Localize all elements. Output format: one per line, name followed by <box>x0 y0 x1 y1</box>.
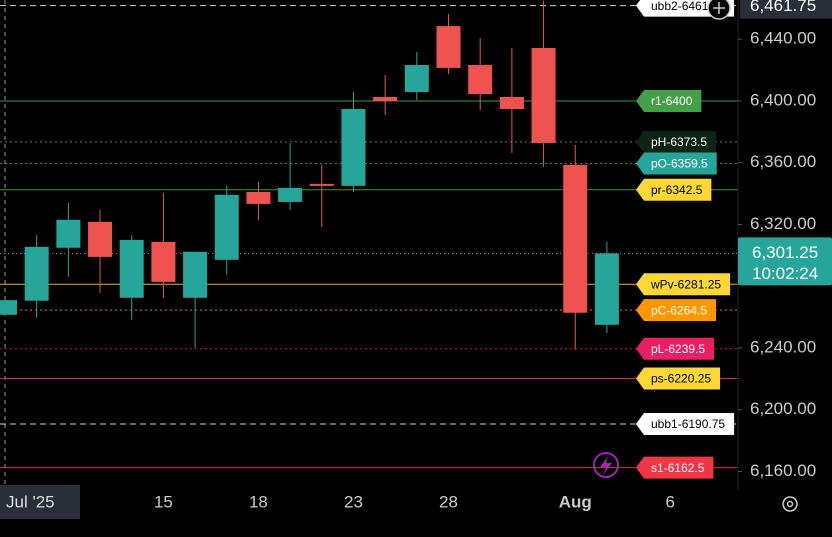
candle-body <box>119 239 144 298</box>
candle-body <box>404 64 429 93</box>
candle-body <box>373 96 398 101</box>
add-button[interactable] <box>707 0 731 20</box>
candle-body <box>246 191 271 204</box>
candle-body <box>309 183 334 186</box>
level-label-bg <box>636 367 721 390</box>
y-tick-label: 6,200.00 <box>750 399 816 418</box>
level-label-text: pL-6239.5 <box>651 342 705 356</box>
level-label-bg <box>636 337 715 360</box>
x-tick-label: Aug <box>559 492 592 511</box>
current-price-bg <box>738 237 832 286</box>
level-label-bg <box>636 152 717 175</box>
candle-body <box>341 108 366 186</box>
candle-body <box>594 253 619 325</box>
level-label: pL-6239.5 <box>636 337 715 360</box>
y-tick-label: 6,160.00 <box>750 461 816 480</box>
level-label-text: pC-6264.5 <box>651 303 707 317</box>
plot <box>0 0 738 469</box>
candle-body <box>151 241 176 282</box>
level-label: ps-6220.25 <box>636 367 721 390</box>
level-label-text: r1-6400 <box>651 94 693 108</box>
level-price-label: 6,461.75 <box>750 0 816 15</box>
level-label: ubb1-6190.75 <box>636 413 735 436</box>
candle-body <box>468 64 493 95</box>
level-price-bg <box>740 0 832 19</box>
x-tick-label: 15 <box>154 492 173 511</box>
level-label-bg <box>636 130 717 153</box>
candle-body <box>563 164 588 313</box>
level-label: wPv-6281.25 <box>636 273 731 296</box>
x-label-highlight <box>0 485 80 519</box>
level-label-bg <box>636 413 735 436</box>
candle-body <box>56 219 81 248</box>
level-label-text: pr-6342.5 <box>651 183 703 197</box>
level-label-bg <box>636 273 731 296</box>
level-label: pC-6264.5 <box>636 299 717 322</box>
candle-body <box>531 48 556 143</box>
y-tick-label: 6,400.00 <box>750 90 816 109</box>
x-tick-label: 28 <box>439 492 458 511</box>
level-label-bg <box>636 178 712 201</box>
level-label-text: ubb2-6461.75 <box>651 0 725 13</box>
x-tick-label: 23 <box>344 492 363 511</box>
x-tick-label: Jul '25 <box>6 492 55 511</box>
level-label-text: s1-6162.5 <box>651 461 705 475</box>
candle-body <box>0 300 17 315</box>
candle-body <box>278 187 303 202</box>
level-label: r1-6400 <box>636 89 702 112</box>
time-axis: Jul '25 15 18 23 28 Aug 6 <box>0 485 675 519</box>
level-label-bg <box>636 299 717 322</box>
countdown-label: 10:02:24 <box>752 264 818 283</box>
level-label: s1-6162.5 <box>636 456 714 479</box>
x-tick-label: 6 <box>666 492 675 511</box>
candle-body <box>436 26 461 68</box>
level-label-text: pH-6373.5 <box>651 135 707 149</box>
candle-body <box>214 194 239 260</box>
alert-icon[interactable] <box>593 452 619 478</box>
level-label-bg <box>636 89 702 112</box>
candle-body <box>88 221 113 257</box>
price-axis: 6,160.00 6,200.00 6,240.00 6,320.00 6,360.00… <box>738 0 832 480</box>
y-tick-label: 6,320.00 <box>750 214 816 233</box>
level-label-text: ps-6220.25 <box>651 372 711 386</box>
y-tick-label: 6,240.00 <box>750 337 816 356</box>
level-label-bg <box>636 456 714 479</box>
level-label-text: wPv-6281.25 <box>650 277 721 291</box>
x-tick-label: 18 <box>249 492 268 511</box>
y-tick-label: 6,440.00 <box>750 29 816 48</box>
candle-body <box>499 96 524 109</box>
level-label: pO-6359.5 <box>636 152 717 175</box>
candle-body <box>24 246 49 301</box>
level-label: pr-6342.5 <box>636 178 712 201</box>
level-label-text: ubb1-6190.75 <box>651 417 725 431</box>
current-price-label: 6,301.25 <box>752 243 818 262</box>
level-label: pH-6373.5 <box>636 130 717 153</box>
y-tick-label: 6,360.00 <box>750 152 816 171</box>
candle-body <box>183 251 208 298</box>
level-label-text: pO-6359.5 <box>651 157 708 171</box>
settings-icon[interactable] <box>782 496 798 512</box>
